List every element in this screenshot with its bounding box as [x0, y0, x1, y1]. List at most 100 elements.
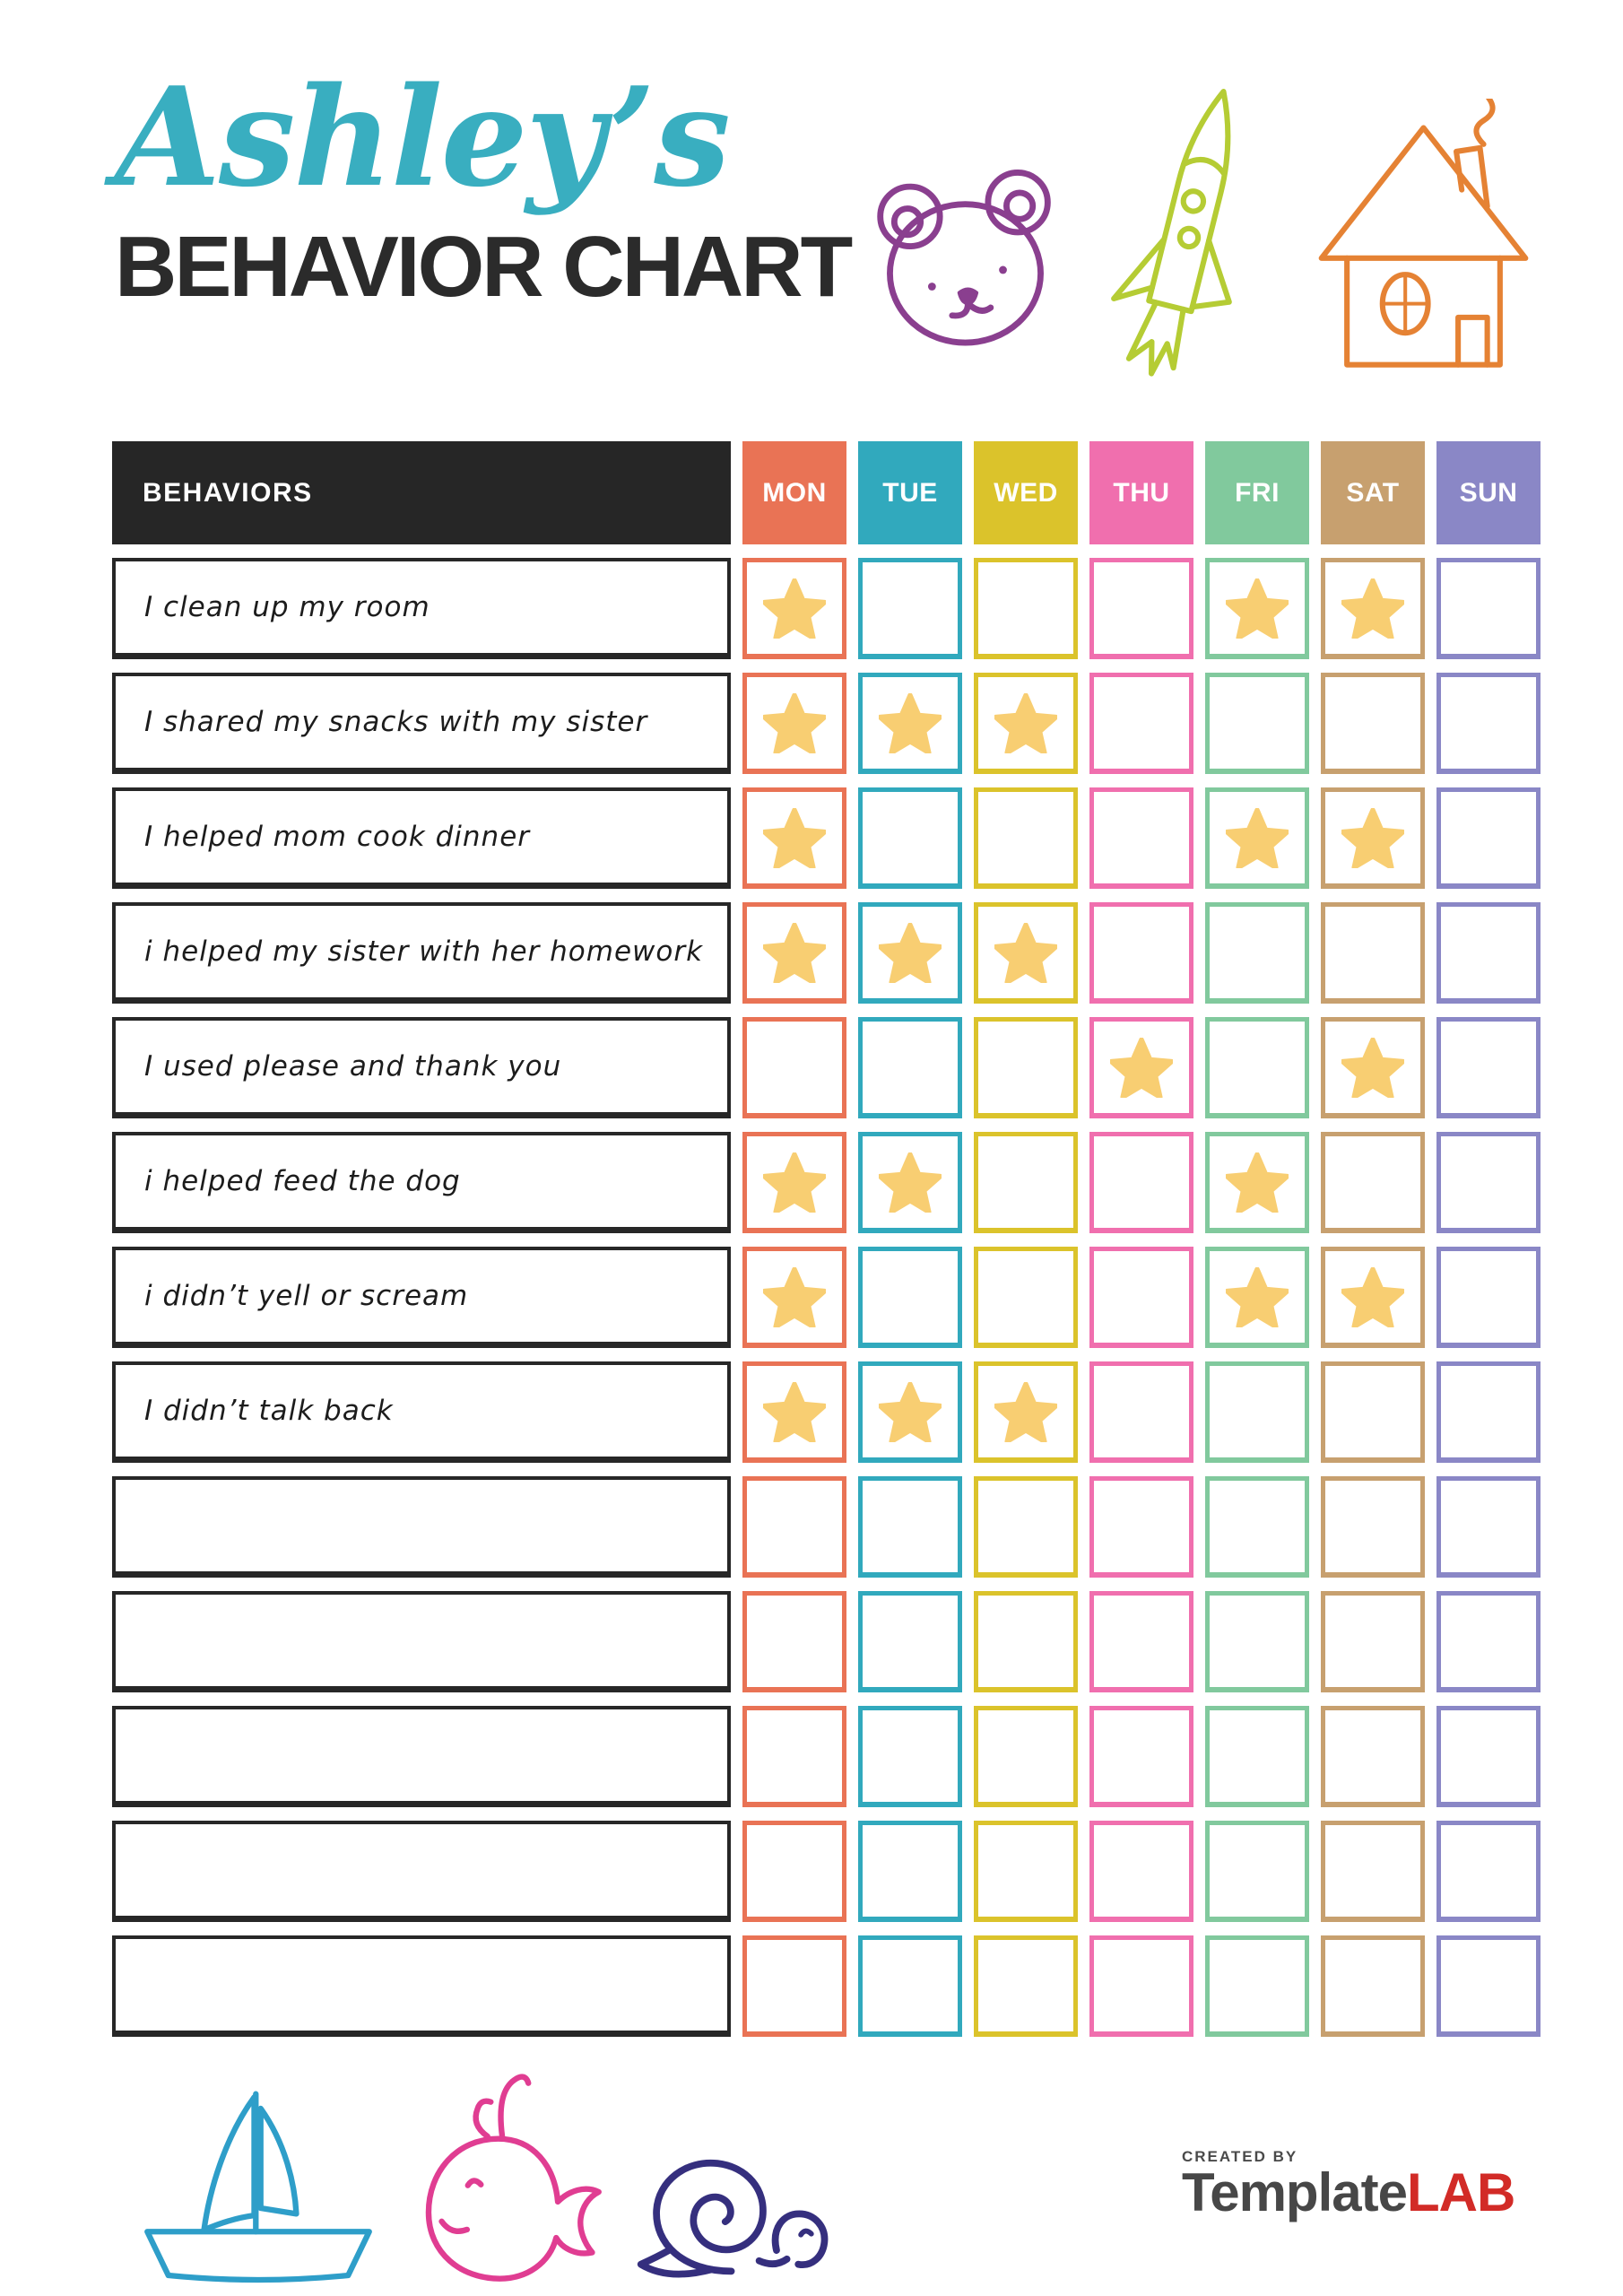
- day-cell-sun-row1: [1436, 558, 1541, 659]
- day-cell-mon-row7: [742, 1247, 846, 1348]
- day-cell-fri-row5: [1205, 1017, 1309, 1118]
- day-cell-tue-row5: [858, 1017, 962, 1118]
- day-cell-mon-row4: [742, 902, 846, 1004]
- day-cell-sun-row11: [1436, 1706, 1541, 1807]
- child-name-title: Ashley’s: [115, 57, 731, 217]
- day-cell-sat-row10: [1321, 1591, 1425, 1692]
- day-cell-tue-row10: [858, 1591, 962, 1692]
- day-cell-wed-row11: [974, 1706, 1078, 1807]
- day-cell-mon-row13: [742, 1935, 846, 2037]
- star-icon: [763, 1152, 826, 1213]
- day-cell-fri-row7: [1205, 1247, 1309, 1348]
- day-header-tue: TUE: [858, 441, 962, 544]
- day-cell-wed-row13: [974, 1935, 1078, 2037]
- logo-brand-primary: Template: [1182, 2162, 1408, 2222]
- behavior-label: I didn’t talk back: [112, 1361, 731, 1463]
- templatelab-logo: CREATED BY TemplateLAB: [1182, 2148, 1515, 2220]
- day-cell-fri-row2: [1205, 673, 1309, 774]
- day-cell-fri-row4: [1205, 902, 1309, 1004]
- day-cell-fri-row12: [1205, 1821, 1309, 1922]
- day-cell-sat-row7: [1321, 1247, 1425, 1348]
- day-cell-thu-row1: [1089, 558, 1193, 659]
- day-header-wed: WED: [974, 441, 1078, 544]
- bear-doodle-icon: [869, 144, 1062, 354]
- day-cell-mon-row9: [742, 1476, 846, 1578]
- day-cell-wed-row3: [974, 787, 1078, 889]
- behavior-label: [112, 1476, 731, 1578]
- day-cell-mon-row6: [742, 1132, 846, 1233]
- day-cell-thu-row13: [1089, 1935, 1193, 2037]
- day-cell-mon-row11: [742, 1706, 846, 1807]
- day-cell-tue-row4: [858, 902, 962, 1004]
- day-header-mon: MON: [742, 441, 846, 544]
- star-icon: [1110, 1037, 1173, 1098]
- whale-doodle-icon: [384, 2061, 612, 2296]
- day-cell-sun-row3: [1436, 787, 1541, 889]
- star-icon: [763, 692, 826, 753]
- day-cell-mon-row12: [742, 1821, 846, 1922]
- day-cell-sat-row2: [1321, 673, 1425, 774]
- day-cell-sat-row13: [1321, 1935, 1425, 2037]
- day-cell-sun-row4: [1436, 902, 1541, 1004]
- star-icon: [1226, 578, 1289, 639]
- day-cell-sat-row12: [1321, 1821, 1425, 1922]
- day-cell-sat-row5: [1321, 1017, 1425, 1118]
- day-cell-fri-row11: [1205, 1706, 1309, 1807]
- day-cell-wed-row1: [974, 558, 1078, 659]
- day-cell-mon-row5: [742, 1017, 846, 1118]
- day-cell-sat-row4: [1321, 902, 1425, 1004]
- day-cell-thu-row3: [1089, 787, 1193, 889]
- star-icon: [763, 1266, 826, 1327]
- behavior-label: i didn’t yell or scream: [112, 1247, 731, 1348]
- day-cell-tue-row12: [858, 1821, 962, 1922]
- day-cell-wed-row8: [974, 1361, 1078, 1463]
- day-cell-thu-row6: [1089, 1132, 1193, 1233]
- day-cell-thu-row2: [1089, 673, 1193, 774]
- behavior-label: I helped mom cook dinner: [112, 787, 731, 889]
- day-cell-wed-row4: [974, 902, 1078, 1004]
- day-cell-thu-row8: [1089, 1361, 1193, 1463]
- star-icon: [1341, 807, 1404, 868]
- logo-created-by: CREATED BY: [1182, 2148, 1298, 2165]
- behavior-label: [112, 1821, 731, 1922]
- day-cell-wed-row6: [974, 1132, 1078, 1233]
- day-cell-sun-row10: [1436, 1591, 1541, 1692]
- day-cell-fri-row8: [1205, 1361, 1309, 1463]
- house-doodle-icon: [1314, 99, 1533, 381]
- day-cell-tue-row7: [858, 1247, 962, 1348]
- star-icon: [994, 1381, 1057, 1442]
- day-cell-fri-row3: [1205, 787, 1309, 889]
- star-icon: [1341, 1037, 1404, 1098]
- day-cell-fri-row6: [1205, 1132, 1309, 1233]
- day-cell-sun-row6: [1436, 1132, 1541, 1233]
- star-icon: [1341, 578, 1404, 639]
- day-cell-sun-row2: [1436, 673, 1541, 774]
- day-cell-thu-row11: [1089, 1706, 1193, 1807]
- day-cell-thu-row9: [1089, 1476, 1193, 1578]
- behavior-label: I clean up my room: [112, 558, 731, 659]
- star-icon: [994, 692, 1057, 753]
- day-cell-sun-row9: [1436, 1476, 1541, 1578]
- day-cell-sun-row7: [1436, 1247, 1541, 1348]
- behavior-label: i helped feed the dog: [112, 1132, 731, 1233]
- day-cell-thu-row12: [1089, 1821, 1193, 1922]
- star-icon: [879, 922, 942, 983]
- footer: CREATED BY TemplateLAB: [0, 2054, 1623, 2296]
- star-icon: [763, 1381, 826, 1442]
- day-cell-sat-row11: [1321, 1706, 1425, 1807]
- star-icon: [763, 807, 826, 868]
- behaviors-header: BEHAVIORS: [112, 441, 731, 544]
- day-cell-tue-row6: [858, 1132, 962, 1233]
- day-cell-mon-row8: [742, 1361, 846, 1463]
- top-decorations: [869, 67, 1533, 395]
- day-cell-fri-row9: [1205, 1476, 1309, 1578]
- day-cell-sun-row13: [1436, 1935, 1541, 2037]
- day-header-sat: SAT: [1321, 441, 1425, 544]
- day-cell-sat-row9: [1321, 1476, 1425, 1578]
- day-cell-wed-row9: [974, 1476, 1078, 1578]
- star-icon: [994, 922, 1057, 983]
- star-icon: [763, 578, 826, 639]
- behavior-label: [112, 1591, 731, 1692]
- day-cell-tue-row8: [858, 1361, 962, 1463]
